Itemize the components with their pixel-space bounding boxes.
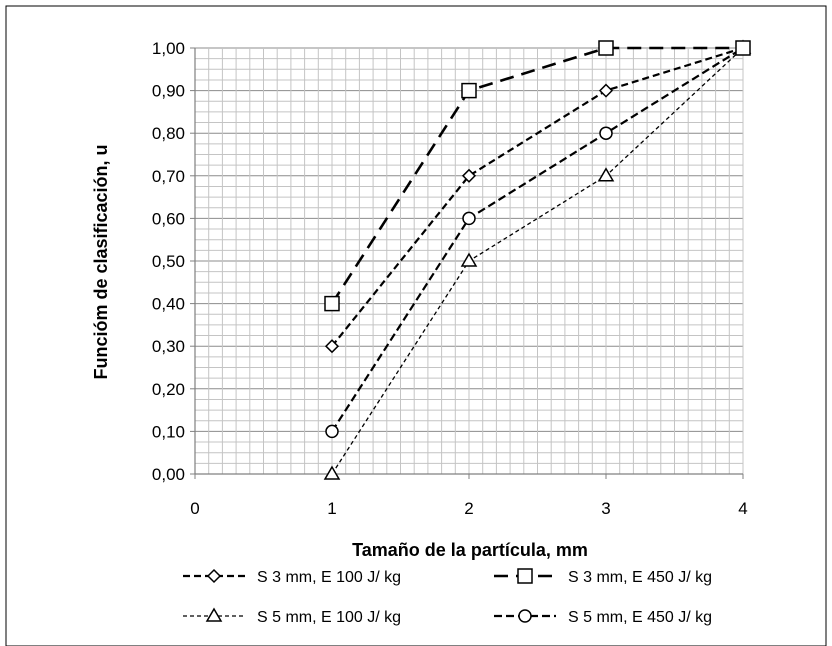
series-line — [331, 46, 744, 347]
x-tick-label: 2 — [464, 499, 473, 518]
legend-entry: S 3 mm, E 450 J/ kg — [494, 568, 712, 586]
data-point-marker — [462, 211, 476, 226]
data-point-marker — [461, 82, 477, 99]
y-tick-label: 0,70 — [152, 167, 185, 186]
y-tick-label: 0,40 — [152, 295, 185, 314]
y-axis-title: Funcióm de clasificación, u — [91, 144, 111, 379]
data-point-marker — [461, 168, 477, 183]
legend-marker — [205, 607, 223, 622]
y-tick-label: 1,00 — [152, 39, 185, 58]
data-point-marker — [324, 295, 340, 312]
series-line — [330, 46, 743, 305]
x-axis-title: Tamaño de la partícula, mm — [352, 540, 588, 560]
legend-label: S 3 mm, E 450 J/ kg — [568, 569, 712, 586]
y-tick-label: 0,50 — [152, 252, 185, 271]
data-point-marker — [324, 339, 340, 354]
y-tick-label: 0,20 — [152, 380, 185, 399]
legend-label: S 5 mm, E 450 J/ kg — [568, 609, 712, 626]
x-tick-label: 4 — [738, 499, 747, 518]
y-tick-label: 0,00 — [152, 465, 185, 484]
legend-entry: S 5 mm, E 100 J/ kg — [183, 607, 401, 626]
data-point-marker — [598, 40, 614, 56]
gridlines — [195, 47, 744, 474]
legend-marker — [517, 568, 533, 584]
x-tick-label: 3 — [601, 499, 610, 518]
y-tick-label: 0,10 — [152, 422, 185, 441]
series-line — [331, 47, 744, 475]
y-tick-label: 0,80 — [152, 124, 185, 143]
data-point-marker — [599, 126, 613, 140]
x-tick-label: 0 — [190, 499, 199, 518]
data-point-marker — [460, 252, 478, 267]
series-group — [323, 39, 752, 480]
data-point-marker — [325, 424, 339, 439]
series-square — [324, 40, 751, 312]
data-point-marker — [323, 465, 341, 480]
chart-border — [5, 5, 827, 646]
legend-marker — [206, 568, 222, 584]
legend-entry: S 3 mm, E 100 J/ kg — [183, 568, 401, 586]
data-point-marker — [597, 167, 615, 182]
legend-label: S 5 mm, E 100 J/ kg — [257, 609, 401, 626]
legend: S 3 mm, E 100 J/ kg S 3 mm, E 450 J/ kg S … — [183, 568, 712, 626]
y-tick-label: 0,30 — [152, 337, 185, 356]
y-tick-label: 0,60 — [152, 209, 185, 228]
x-tick-label: 1 — [327, 499, 336, 518]
axes — [190, 47, 744, 479]
series-circle — [325, 41, 750, 439]
legend-label: S 3 mm, E 100 J/ kg — [257, 569, 401, 586]
series-line — [331, 47, 744, 432]
tick-labels: 0,00 0,10 0,20 0,30 0,40 0,50 0,60 0,70 0,80 0,90… — [152, 39, 748, 518]
y-tick-label: 0,90 — [152, 82, 185, 101]
legend-marker — [518, 609, 532, 623]
data-point-marker — [598, 83, 614, 98]
data-point-marker — [735, 40, 751, 56]
legend-entry: S 5 mm, E 450 J/ kg — [494, 609, 712, 626]
